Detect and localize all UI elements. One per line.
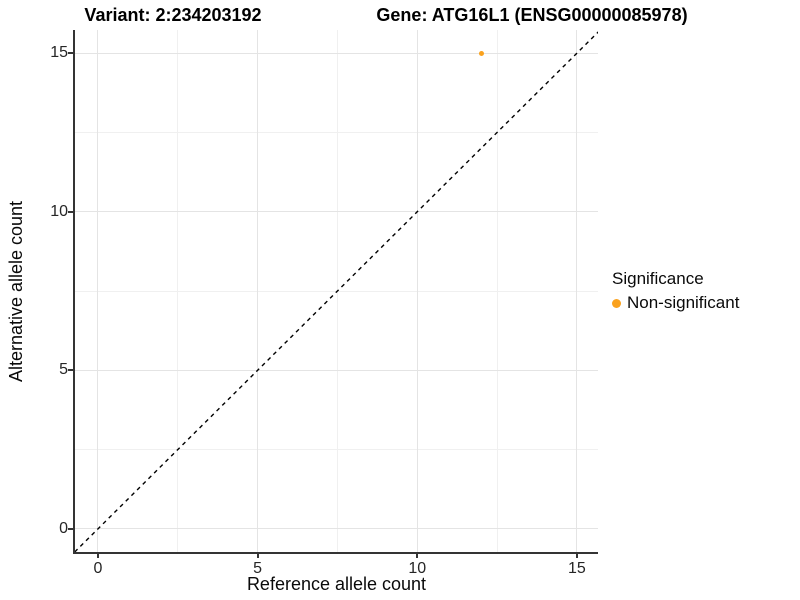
x-tick-mark (96, 554, 99, 558)
y-tick-mark (68, 369, 73, 372)
y-tick-label: 15 (50, 44, 68, 62)
y-tick-mark (68, 210, 73, 213)
x-tick-label: 5 (253, 560, 263, 577)
x-axis-line (73, 552, 598, 554)
y-tick-mark (68, 52, 73, 55)
y-tick-label: 5 (59, 361, 68, 379)
y-major-gridline (75, 211, 598, 213)
legend-item-label: Non-significant (627, 293, 740, 312)
y-minor-gridline (75, 449, 598, 451)
plot-panel: 0 5 10 15 0 5 10 15 (50, 30, 598, 577)
x-tick-label: 15 (568, 560, 586, 577)
identity-reference-line (75, 31, 598, 552)
x-major-gridline (416, 30, 418, 552)
y-major-gridline (75, 369, 598, 371)
legend-title: Significance (612, 269, 704, 288)
legend-marker-circle-icon (612, 298, 621, 308)
x-tick-label: 0 (93, 560, 103, 577)
x-major-gridline (576, 30, 578, 552)
y-tick-mark (68, 527, 73, 530)
y-tick-label: 0 (59, 519, 68, 537)
x-axis-title: Reference allele count (246, 574, 427, 594)
y-minor-gridline (75, 131, 598, 133)
x-major-gridline (257, 30, 259, 552)
x-tick-mark (575, 554, 578, 558)
y-axis-line (73, 30, 75, 554)
variant-title: Variant: 2:234203192 (84, 5, 262, 25)
y-tick-label: 10 (50, 202, 68, 220)
x-tick-mark (416, 554, 419, 558)
legend-item: Non-significant (612, 293, 739, 313)
gene-title: Gene: ATG16L1 (ENSG00000085978) (376, 5, 688, 25)
data-point (478, 50, 484, 56)
x-major-gridline (97, 30, 99, 552)
x-tick-label: 10 (408, 560, 427, 577)
y-major-gridline (75, 52, 598, 54)
x-tick-mark (256, 554, 259, 558)
y-axis-title: Alternative allele count (2, 30, 32, 552)
y-axis-title-text: Alternative allele count (6, 200, 27, 382)
legend: Significance Non-significant (612, 269, 739, 313)
y-major-gridline (75, 528, 598, 530)
